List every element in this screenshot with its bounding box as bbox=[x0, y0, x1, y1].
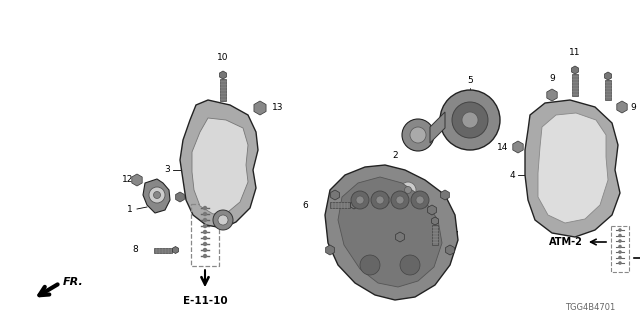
Polygon shape bbox=[525, 100, 620, 237]
Circle shape bbox=[203, 212, 207, 216]
Text: 7: 7 bbox=[452, 230, 458, 239]
Circle shape bbox=[371, 191, 389, 209]
Circle shape bbox=[462, 112, 478, 128]
FancyBboxPatch shape bbox=[432, 225, 438, 245]
Text: 3: 3 bbox=[164, 165, 170, 174]
Text: 11: 11 bbox=[569, 48, 580, 57]
Circle shape bbox=[400, 182, 416, 198]
Polygon shape bbox=[441, 190, 449, 200]
Polygon shape bbox=[338, 177, 442, 287]
Circle shape bbox=[374, 189, 396, 211]
Polygon shape bbox=[360, 170, 425, 223]
Polygon shape bbox=[326, 245, 334, 255]
Circle shape bbox=[416, 196, 424, 204]
Text: 1: 1 bbox=[127, 205, 133, 214]
Circle shape bbox=[380, 195, 390, 205]
Circle shape bbox=[400, 255, 420, 275]
Polygon shape bbox=[547, 89, 557, 101]
Circle shape bbox=[203, 236, 207, 240]
FancyBboxPatch shape bbox=[220, 79, 226, 101]
Circle shape bbox=[203, 230, 207, 234]
Polygon shape bbox=[220, 71, 227, 79]
Text: 13: 13 bbox=[272, 103, 284, 113]
Text: 9: 9 bbox=[549, 74, 555, 83]
Text: 4: 4 bbox=[509, 171, 515, 180]
Polygon shape bbox=[175, 192, 184, 202]
Text: 6: 6 bbox=[302, 201, 308, 210]
Circle shape bbox=[154, 191, 161, 198]
Text: 9: 9 bbox=[440, 205, 445, 214]
Polygon shape bbox=[513, 141, 523, 153]
Circle shape bbox=[618, 261, 622, 265]
Polygon shape bbox=[430, 112, 445, 143]
Text: E-11-10: E-11-10 bbox=[182, 296, 227, 306]
Polygon shape bbox=[431, 217, 438, 225]
Circle shape bbox=[618, 256, 622, 259]
Circle shape bbox=[618, 228, 622, 232]
Text: 5: 5 bbox=[467, 76, 473, 85]
Circle shape bbox=[203, 248, 207, 252]
Circle shape bbox=[203, 242, 207, 246]
Text: 12: 12 bbox=[193, 193, 204, 202]
Text: TGG4B4701: TGG4B4701 bbox=[564, 303, 615, 313]
Text: 2: 2 bbox=[392, 151, 398, 160]
Polygon shape bbox=[325, 165, 458, 300]
Circle shape bbox=[410, 127, 426, 143]
Text: 9: 9 bbox=[397, 247, 403, 256]
Circle shape bbox=[402, 119, 434, 151]
Circle shape bbox=[618, 250, 622, 254]
Text: 12: 12 bbox=[122, 175, 133, 185]
Polygon shape bbox=[143, 179, 170, 213]
Polygon shape bbox=[445, 245, 454, 255]
Circle shape bbox=[391, 191, 409, 209]
Polygon shape bbox=[538, 113, 608, 223]
Circle shape bbox=[356, 196, 364, 204]
Polygon shape bbox=[572, 66, 579, 74]
Polygon shape bbox=[172, 246, 179, 253]
Circle shape bbox=[203, 206, 207, 210]
Circle shape bbox=[440, 90, 500, 150]
FancyBboxPatch shape bbox=[605, 80, 611, 100]
FancyBboxPatch shape bbox=[330, 202, 350, 208]
Polygon shape bbox=[254, 101, 266, 115]
Text: 14: 14 bbox=[497, 142, 508, 151]
Text: ATM-2: ATM-2 bbox=[549, 237, 583, 247]
Polygon shape bbox=[192, 118, 248, 214]
Polygon shape bbox=[331, 190, 339, 200]
Polygon shape bbox=[180, 100, 258, 228]
Circle shape bbox=[213, 210, 233, 230]
Circle shape bbox=[404, 187, 412, 194]
Circle shape bbox=[203, 254, 207, 258]
Circle shape bbox=[452, 102, 488, 138]
Circle shape bbox=[351, 191, 369, 209]
Polygon shape bbox=[351, 201, 358, 209]
Circle shape bbox=[618, 234, 622, 237]
Circle shape bbox=[218, 215, 228, 225]
Circle shape bbox=[396, 196, 404, 204]
Polygon shape bbox=[605, 72, 611, 80]
Circle shape bbox=[203, 224, 207, 228]
Polygon shape bbox=[132, 174, 142, 186]
Polygon shape bbox=[428, 205, 436, 215]
Circle shape bbox=[376, 196, 384, 204]
Circle shape bbox=[203, 218, 207, 222]
FancyBboxPatch shape bbox=[154, 247, 172, 252]
Circle shape bbox=[149, 187, 165, 203]
Text: 8: 8 bbox=[132, 245, 138, 254]
Text: 9: 9 bbox=[630, 102, 636, 111]
Polygon shape bbox=[617, 101, 627, 113]
Circle shape bbox=[618, 245, 622, 248]
Circle shape bbox=[618, 239, 622, 243]
Circle shape bbox=[360, 255, 380, 275]
Circle shape bbox=[411, 191, 429, 209]
Text: FR.: FR. bbox=[63, 277, 84, 287]
FancyBboxPatch shape bbox=[572, 74, 578, 96]
Text: 10: 10 bbox=[217, 53, 228, 62]
Polygon shape bbox=[396, 232, 404, 242]
